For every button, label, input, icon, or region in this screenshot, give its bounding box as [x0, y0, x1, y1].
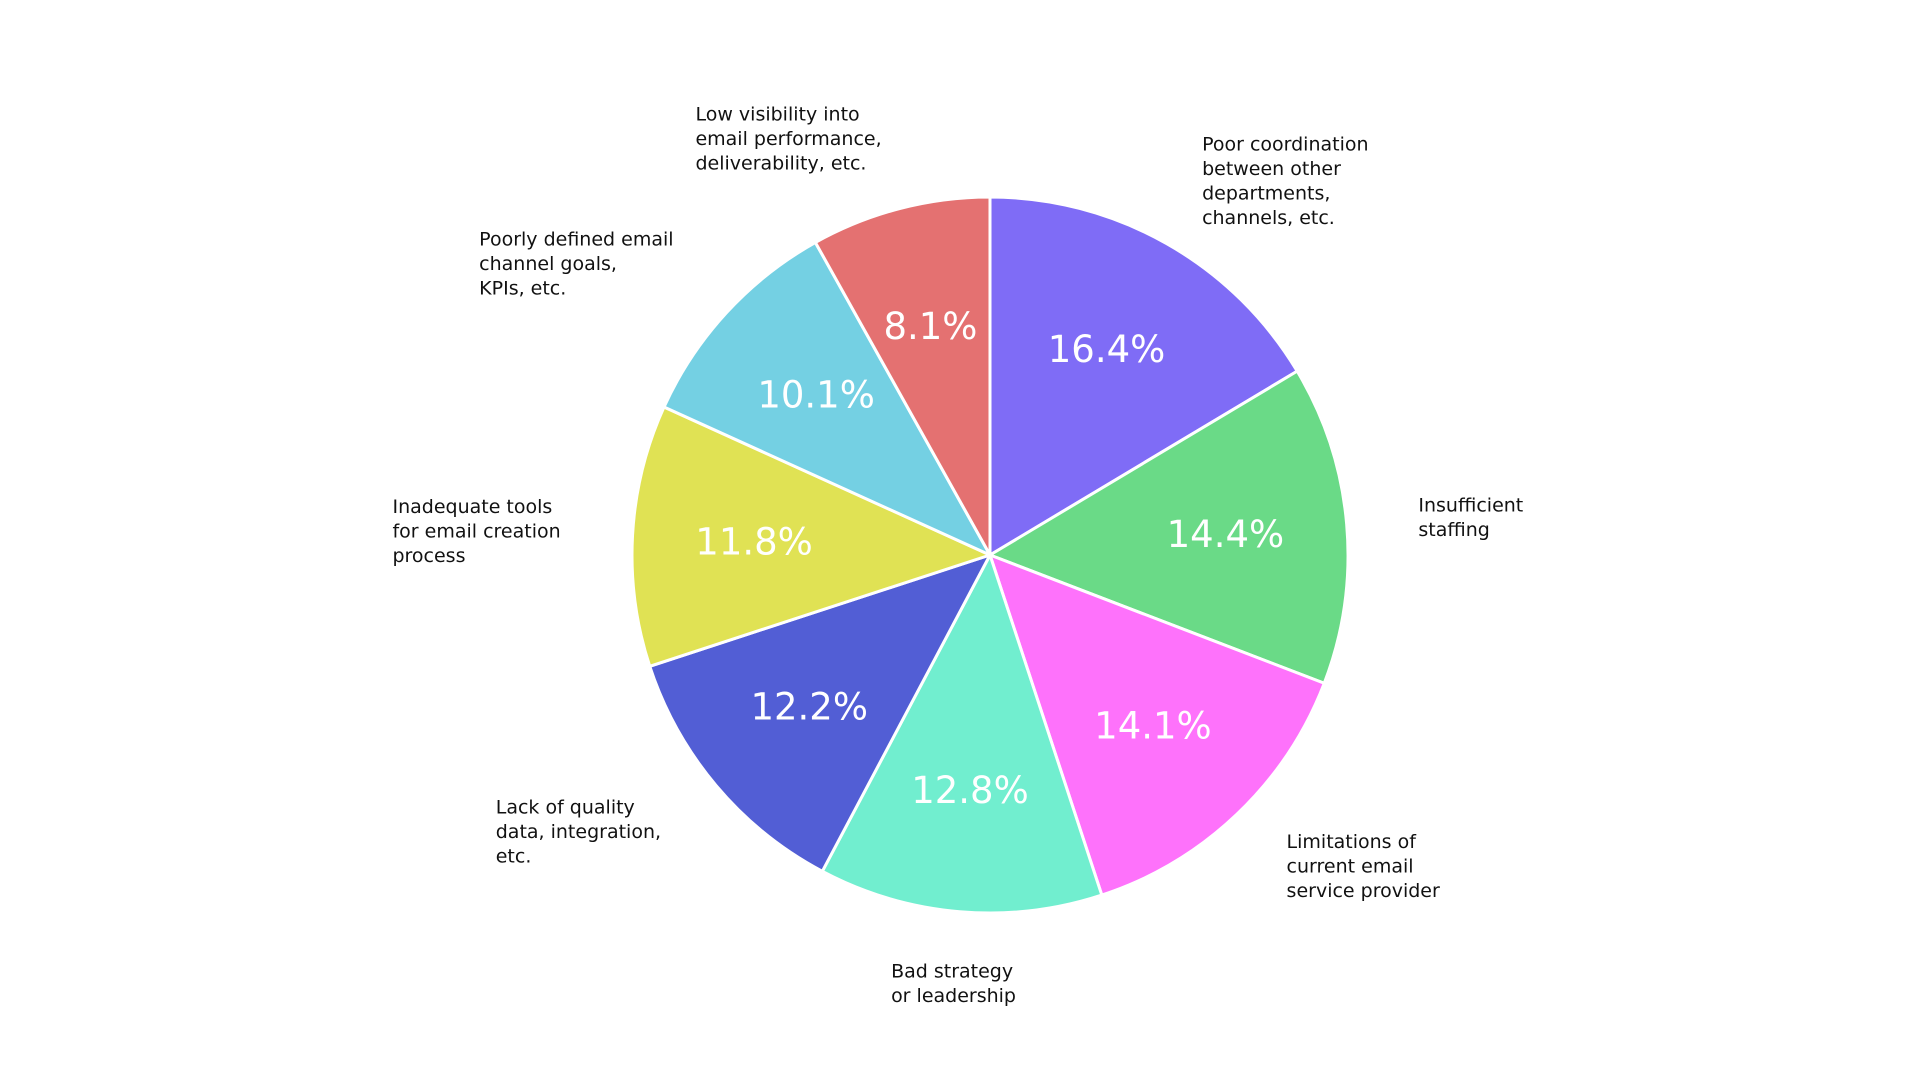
- pie-slice-4: [820, 553, 1104, 915]
- pie-value-labels: 16.4% 14.4% 14.1% 12.8% 12.2% 11.8% 10.1%8.1%: [695, 305, 1284, 812]
- slice-value-label-4: 12.8%: [911, 769, 1029, 812]
- pie-slice-2: [988, 369, 1350, 685]
- slice-category-label-line: Lack of quality: [496, 797, 635, 819]
- slice-category-label-3: Limitations of current email service provi…: [1287, 831, 1440, 902]
- slice-value-label-2: 14.4%: [1167, 513, 1285, 556]
- pie-category-labels: Poor coordination between other department…: [392, 103, 1523, 1006]
- slice-category-label-5: Lack of quality data, integration, etc.: [496, 797, 661, 868]
- slice-category-label-line: service provider: [1287, 880, 1440, 902]
- pie-slices: [630, 195, 1350, 915]
- slice-category-label-line: Limitations of: [1287, 831, 1418, 853]
- slice-category-label-line: or leadership: [891, 985, 1016, 1007]
- slice-category-label-line: process: [392, 545, 465, 567]
- slice-value-label-8: 8.1%: [883, 305, 977, 348]
- slice-category-label-line: email performance,: [695, 128, 881, 150]
- slice-category-label-7: Poorly defined email channel goals, KPIs, …: [479, 228, 673, 299]
- pie-slice-5: [648, 553, 992, 873]
- slice-category-label-6: Inadequate tools for email creation proces…: [392, 496, 560, 567]
- slice-category-label-line: current email: [1287, 856, 1414, 878]
- slice-category-label-line: Inadequate tools: [392, 496, 552, 518]
- slice-category-label-2: Insufficient staffing: [1418, 495, 1523, 542]
- slice-category-label-line: staffing: [1418, 519, 1489, 541]
- slice-value-label-7: 10.1%: [757, 374, 875, 417]
- pie-slice-3: [988, 553, 1326, 897]
- slice-value-label-3: 14.1%: [1094, 705, 1212, 748]
- slice-category-label-line: data, integration,: [496, 821, 661, 843]
- slice-category-label-line: Poor coordination: [1202, 133, 1368, 155]
- slice-category-label-line: Low visibility into: [695, 103, 859, 125]
- slice-category-label-line: channels, etc.: [1202, 207, 1335, 229]
- slice-category-label-4: Bad strategy or leadership: [891, 960, 1016, 1007]
- slice-category-label-8: Low visibility into email performance, del…: [695, 103, 881, 174]
- slice-category-label-line: etc.: [496, 846, 532, 868]
- slice-value-label-5: 12.2%: [750, 686, 868, 729]
- slice-category-label-1: Poor coordination between other department…: [1202, 133, 1368, 229]
- slice-category-label-line: channel goals,: [479, 253, 617, 275]
- slice-category-label-line: for email creation: [392, 520, 560, 542]
- pie-slice-6: [630, 405, 992, 668]
- slice-value-label-6: 11.8%: [695, 521, 813, 564]
- slice-category-label-line: Poorly defined email: [479, 228, 673, 250]
- pie-slice-8: [813, 195, 992, 557]
- slice-category-label-line: departments,: [1202, 182, 1330, 204]
- slice-category-label-line: Insufficient: [1418, 495, 1523, 517]
- slice-category-label-line: KPIs, etc.: [479, 277, 566, 299]
- pie-slice-1: [988, 195, 1299, 557]
- slice-value-label-1: 16.4%: [1048, 328, 1166, 371]
- pie-slice-7: [662, 240, 992, 557]
- slice-category-label-line: Bad strategy: [891, 960, 1013, 982]
- slice-category-label-line: between other: [1202, 158, 1341, 180]
- slice-category-label-line: deliverability, etc.: [695, 152, 866, 174]
